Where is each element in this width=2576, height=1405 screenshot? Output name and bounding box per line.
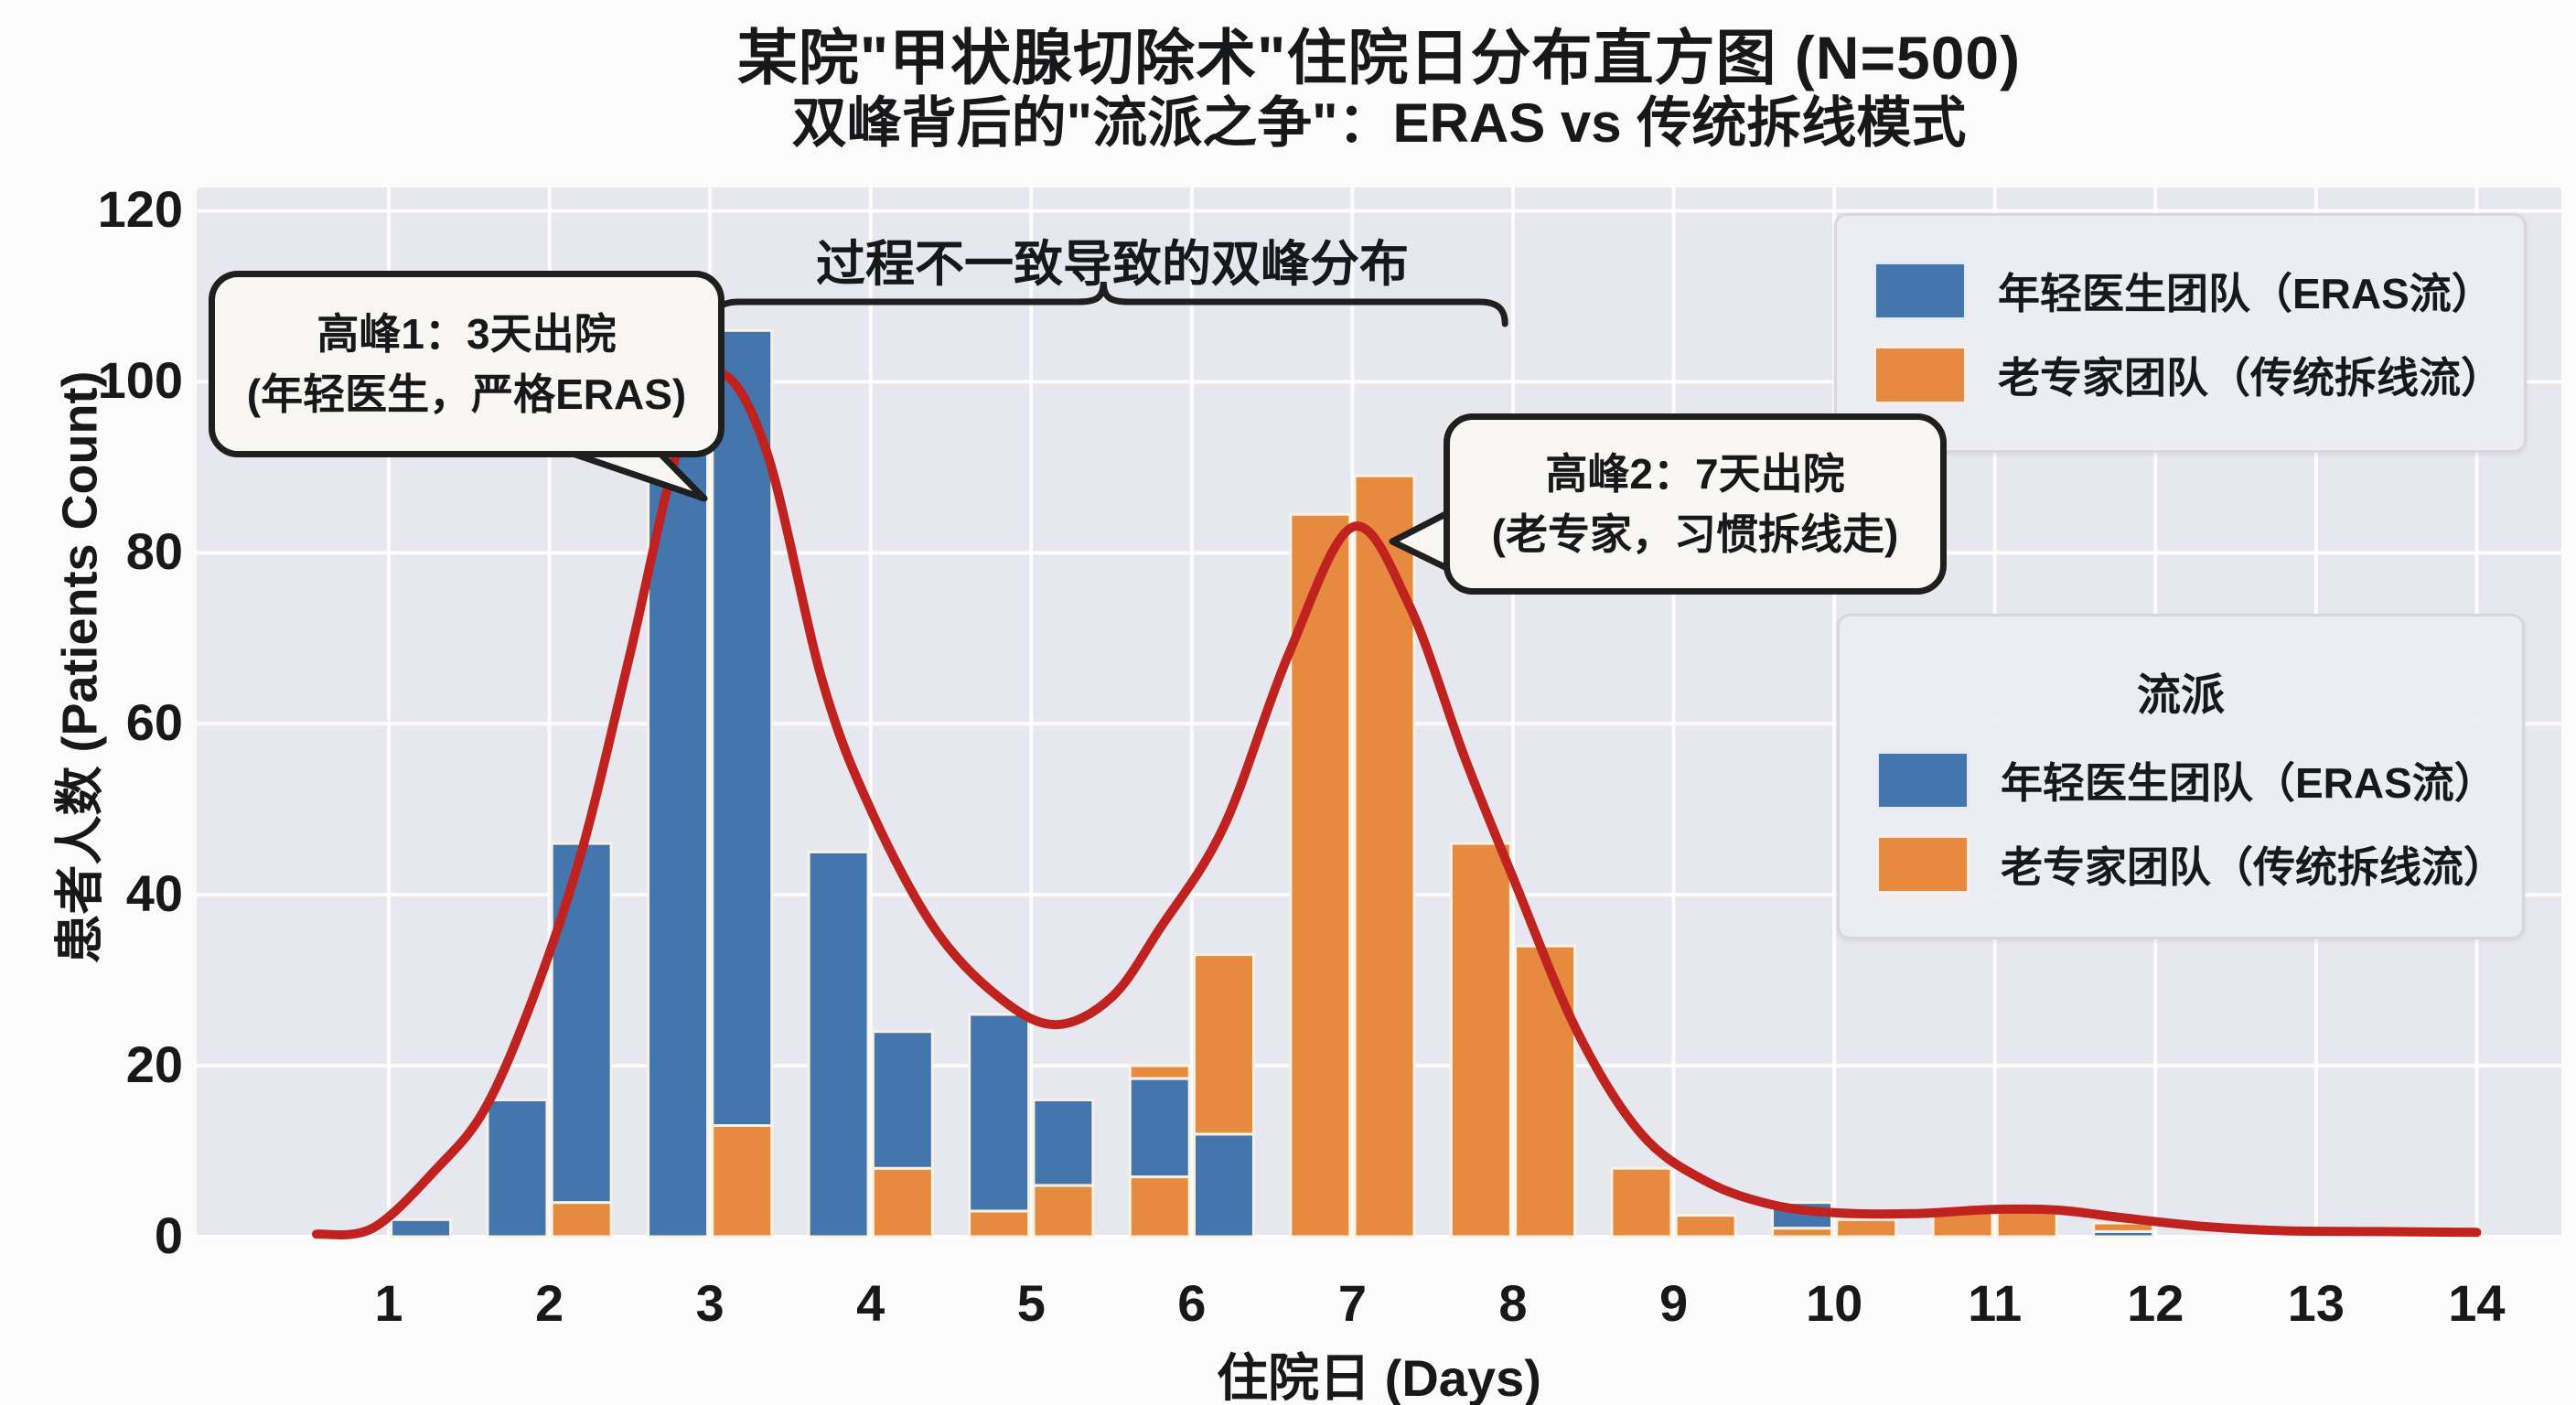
histogram-bar-segment	[807, 850, 870, 1239]
x-tick-label-11: 11	[1968, 1274, 2023, 1332]
callout-peak1-line1: 高峰1：3天出院	[317, 310, 617, 358]
histogram-bar-segment	[1449, 842, 1512, 1239]
histogram-bar-segment	[871, 1166, 934, 1239]
histogram-bar-segment	[647, 380, 710, 1239]
x-tick-label-7: 7	[1337, 1274, 1367, 1332]
x-tick-label-1: 1	[374, 1274, 403, 1332]
legend-flow-label-traditional: 老专家团队（传统拆线流）	[2001, 843, 2506, 891]
histogram-bar-segment	[1192, 953, 1255, 1136]
x-tick-label-5: 5	[1016, 1274, 1046, 1332]
x-tick-label-10: 10	[1805, 1274, 1863, 1332]
bimodal-bracket-label: 过程不一致导致的双峰分布	[816, 237, 1409, 292]
blue-swatch	[1876, 751, 1970, 810]
legend-flow-label-eras: 年轻医生团队（ERAS流）	[2001, 759, 2496, 807]
histogram-bar-segment	[1192, 1132, 1255, 1239]
y-tick-label-100: 100	[97, 351, 183, 410]
x-tick-label-13: 13	[2287, 1274, 2345, 1332]
blue-swatch	[1873, 262, 1967, 320]
y-tick-label-120: 120	[97, 180, 183, 239]
histogram-bar-segment	[1128, 1077, 1191, 1179]
callout-peak2: 高峰2：7天出院 (老专家，习惯拆线走)	[1444, 413, 1947, 595]
chart-subtitle: 双峰背后的"流派之争"：ERAS vs 传统拆线模式	[791, 92, 1967, 154]
y-tick-label-20: 20	[125, 1035, 183, 1094]
x-tick-label-3: 3	[695, 1274, 724, 1332]
x-tick-label-14: 14	[2448, 1274, 2506, 1332]
legend-top-label-eras: 年轻医生团队（ERAS流）	[1998, 270, 2494, 317]
y-tick-label-40: 40	[125, 864, 183, 923]
callout-peak2-line1: 高峰2：7天出院	[1545, 450, 1845, 498]
legend-flow: 流派 年轻医生团队（ERAS流） 老专家团队（传统拆线流）	[1837, 614, 2525, 939]
chart-title: 某院"甲状腺切除术"住院日分布直方图 (N=500)	[736, 24, 2022, 91]
histogram-bar-segment	[1674, 1214, 1737, 1239]
histogram-bar-segment	[1128, 1175, 1191, 1239]
histogram-bar-segment	[1032, 1098, 1095, 1187]
histogram-bar-segment	[711, 328, 774, 1128]
histogram-bar-segment	[2092, 1221, 2155, 1233]
orange-swatch	[1873, 346, 1967, 404]
histogram-bar-segment	[711, 1124, 774, 1239]
legend-flow-item-traditional: 老专家团队（传统拆线流）	[1876, 834, 2506, 895]
histogram-bar-segment	[550, 1201, 613, 1239]
legend-flow-title: 流派	[2136, 671, 2225, 720]
histogram-bar-segment	[1128, 1064, 1191, 1080]
histogram-bar-segment	[1032, 1184, 1095, 1239]
orange-swatch	[1876, 835, 1970, 894]
x-tick-label-9: 9	[1658, 1274, 1689, 1332]
histogram-bar-segment	[390, 1217, 453, 1239]
legend-top-label-traditional: 老专家团队（传统拆线流）	[1998, 354, 2503, 402]
kde-curve	[311, 369, 2482, 1239]
x-tick-label-6: 6	[1177, 1274, 1207, 1332]
histogram-bar-segment	[486, 1098, 549, 1239]
bimodal-bracket	[710, 281, 1508, 327]
callout-peak1: 高峰1：3天出院 (年轻医生，严格ERAS)	[209, 271, 724, 457]
y-tick-label-0: 0	[154, 1207, 183, 1264]
y-tick-label-80: 80	[125, 522, 183, 581]
histogram-bar-segment	[1610, 1166, 1673, 1239]
x-tick-label-2: 2	[534, 1274, 564, 1332]
legend-flow-item-eras: 年轻医生团队（ERAS流）	[1876, 750, 2496, 810]
legend-top-item-traditional: 老专家团队（传统拆线流）	[1873, 345, 2503, 405]
y-tick-label-60: 60	[125, 693, 183, 752]
x-tick-label-4: 4	[856, 1274, 886, 1332]
legend-top-item-eras: 年轻医生团队（ERAS流）	[1873, 261, 2494, 321]
x-tick-label-12: 12	[2127, 1274, 2184, 1332]
callout-peak1-line2: (年轻医生，严格ERAS)	[246, 370, 687, 418]
histogram-bar-segment	[871, 1030, 934, 1170]
histogram-bar-segment	[1835, 1217, 1898, 1239]
x-axis-label: 住院日 (Days)	[1217, 1349, 1541, 1405]
histogram-bar-segment	[1514, 944, 1577, 1239]
x-tick-label-8: 8	[1498, 1274, 1528, 1332]
histogram-bar-segment	[968, 1209, 1031, 1239]
callout-peak2-line2: (老专家，习惯拆线走)	[1491, 510, 1899, 558]
histogram-bar-segment	[550, 842, 613, 1205]
histogram-bar-segment	[968, 1013, 1031, 1213]
legend-top: 年轻医生团队（ERAS流） 老专家团队（传统拆线流）	[1834, 213, 2527, 453]
